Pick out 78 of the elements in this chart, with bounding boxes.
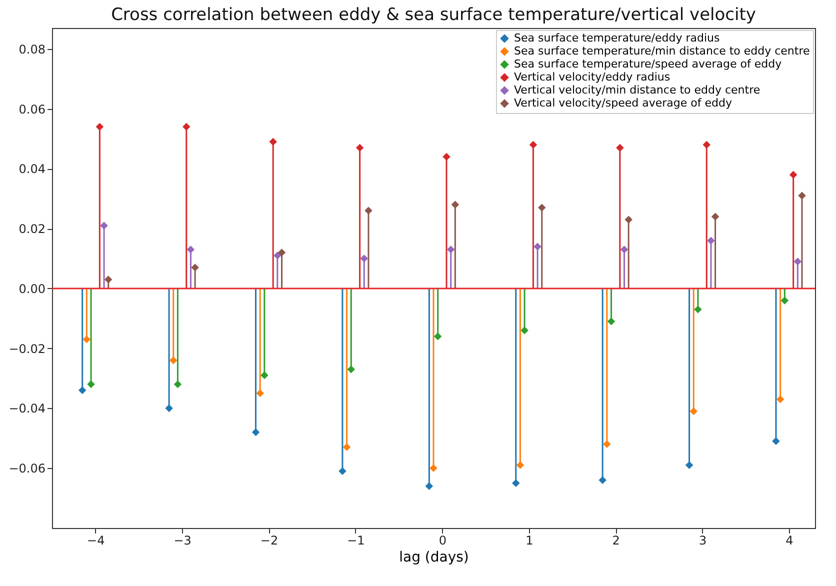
point	[186, 246, 195, 254]
point	[529, 140, 538, 149]
y-tick-label: −0.06	[8, 462, 46, 476]
legend-label: Sea surface temperature/speed average of eddy	[514, 58, 782, 70]
x-tick-label: −2	[260, 534, 278, 548]
x-tick-label: 2	[612, 534, 620, 548]
point	[182, 122, 190, 131]
y-tick-label: −0.04	[8, 402, 46, 416]
point	[360, 254, 368, 262]
point	[174, 380, 182, 388]
point	[620, 246, 628, 254]
point	[430, 464, 438, 472]
point	[269, 138, 277, 146]
point	[616, 144, 624, 152]
point	[256, 389, 264, 398]
point	[278, 248, 286, 256]
point	[356, 144, 364, 152]
x-axis-title: lag (days)	[399, 550, 469, 566]
x-tick-label: 3	[698, 534, 707, 548]
point	[516, 461, 524, 469]
point	[78, 386, 86, 394]
point	[442, 152, 450, 161]
point	[534, 242, 542, 250]
point	[342, 443, 351, 452]
point	[96, 122, 104, 131]
legend-label: Vertical velocity/min distance to eddy centre	[514, 84, 760, 96]
point	[780, 296, 789, 304]
point	[690, 407, 698, 416]
point	[598, 476, 606, 484]
point	[252, 428, 260, 436]
point	[446, 246, 455, 254]
y-tick-label: 0.02	[18, 222, 46, 236]
y-tick-label: 0.06	[18, 102, 46, 116]
point	[170, 356, 178, 364]
point	[425, 482, 434, 490]
point	[260, 371, 268, 380]
point	[191, 264, 199, 272]
point	[104, 276, 112, 284]
point	[685, 461, 694, 469]
point	[694, 306, 702, 314]
chart-title: Cross correlation between eddy & sea surface temperature/vertical velocity	[111, 5, 756, 25]
y-tick-label: 0.00	[18, 282, 46, 296]
legend-label: Vertical velocity/speed average of eddy	[514, 96, 732, 110]
point	[702, 140, 710, 149]
legend-label: Vertical velocity/eddy radius	[514, 70, 670, 84]
legend-label: Sea surface temperature/eddy radius	[514, 32, 720, 44]
point	[772, 437, 780, 446]
point	[434, 332, 442, 340]
point	[520, 326, 528, 334]
point	[603, 440, 611, 448]
point	[789, 170, 798, 179]
x-tick-label: −1	[347, 534, 365, 548]
point	[512, 479, 520, 487]
point	[100, 222, 108, 230]
x-tick-label: −4	[87, 534, 105, 548]
point	[538, 204, 546, 212]
x-tick-label: 0	[438, 534, 446, 548]
point	[364, 206, 372, 215]
point	[707, 236, 715, 244]
point	[624, 216, 632, 224]
x-tick-label: 1	[526, 534, 534, 548]
x-tick-label: −3	[174, 534, 192, 548]
point	[82, 336, 91, 344]
point	[347, 365, 356, 374]
point	[798, 192, 806, 200]
point	[794, 258, 802, 266]
y-tick-label: −0.02	[8, 342, 46, 356]
y-tick-label: 0.08	[18, 42, 46, 56]
point	[776, 395, 784, 404]
point	[87, 380, 95, 388]
point	[451, 200, 460, 209]
point	[165, 404, 173, 412]
y-tick-label: 0.04	[18, 162, 46, 176]
point	[607, 318, 616, 326]
point	[711, 212, 720, 220]
x-tick-label: 4	[786, 534, 794, 548]
legend-label: Sea surface temperature/min distance to eddy centre	[514, 44, 810, 58]
point	[338, 467, 346, 475]
